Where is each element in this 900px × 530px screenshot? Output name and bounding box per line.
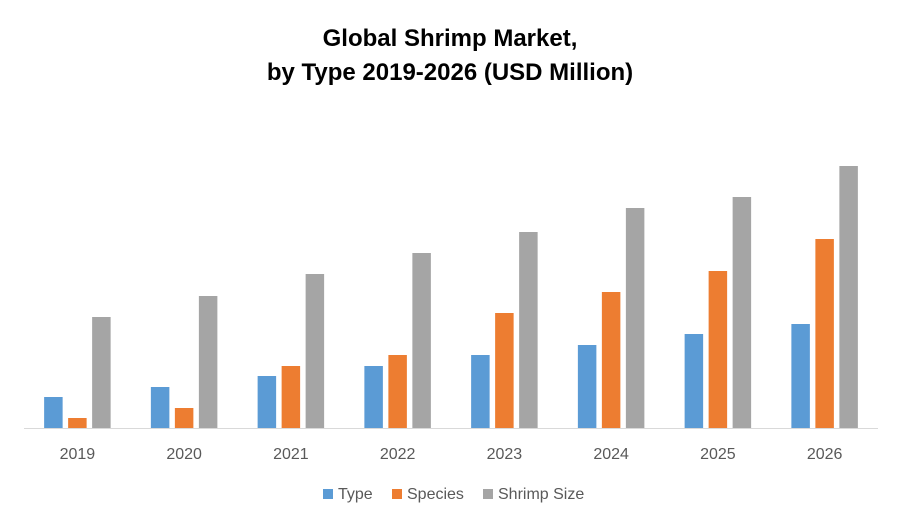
legend-label-type: Type: [338, 486, 373, 503]
bar-species-2019: [68, 418, 87, 428]
chart-title-line-1: Global Shrimp Market,: [323, 25, 578, 52]
legend: Type Species Shrimp Size: [323, 486, 584, 503]
bar-shrimp-size-2020: [198, 296, 218, 428]
bar-species-2021: [281, 366, 301, 428]
bar-shrimp-size-2022: [412, 253, 431, 428]
x-tick-label: 2026: [807, 446, 843, 463]
legend-label-species: Species: [407, 486, 464, 503]
bar-type-2026: [791, 324, 810, 428]
bar-type-2019: [44, 397, 63, 428]
x-tick-labels: 2019 2020 2021 2022 2023 2024 2025 2026: [60, 446, 843, 463]
bar-shrimp-size-2026: [839, 166, 858, 428]
legend-swatch-shrimp-size: [483, 489, 493, 499]
bar-species-2025: [708, 271, 728, 428]
bar-shrimp-size-2024: [625, 208, 645, 428]
x-tick-label: 2019: [60, 446, 96, 463]
x-tick-label: 2020: [166, 446, 202, 463]
bar-type-2025: [684, 334, 704, 428]
chart-title-line-2: by Type 2019-2026 (USD Million): [267, 59, 633, 86]
x-tick-label: 2024: [593, 446, 629, 463]
bar-type-2024: [577, 345, 597, 428]
bars: [44, 166, 858, 428]
bar-type-2023: [471, 355, 490, 428]
bar-shrimp-size-2023: [519, 232, 538, 428]
x-tick-label: 2023: [487, 446, 523, 463]
bar-shrimp-size-2019: [92, 317, 111, 428]
bar-shrimp-size-2021: [305, 274, 325, 428]
bar-shrimp-size-2025: [732, 197, 752, 428]
bar-type-2022: [364, 366, 383, 428]
x-tick-label: 2021: [273, 446, 309, 463]
bar-species-2024: [601, 292, 621, 428]
legend-swatch-type: [323, 489, 333, 499]
x-tick-label: 2022: [380, 446, 416, 463]
x-tick-label: 2025: [700, 446, 736, 463]
bar-type-2021: [257, 376, 277, 428]
bar-species-2022: [388, 355, 407, 428]
bar-species-2023: [495, 313, 514, 428]
legend-swatch-species: [392, 489, 402, 499]
legend-label-shrimp-size: Shrimp Size: [498, 486, 584, 503]
bar-species-2020: [174, 408, 194, 428]
bar-species-2026: [815, 239, 834, 428]
bar-type-2020: [150, 387, 170, 428]
